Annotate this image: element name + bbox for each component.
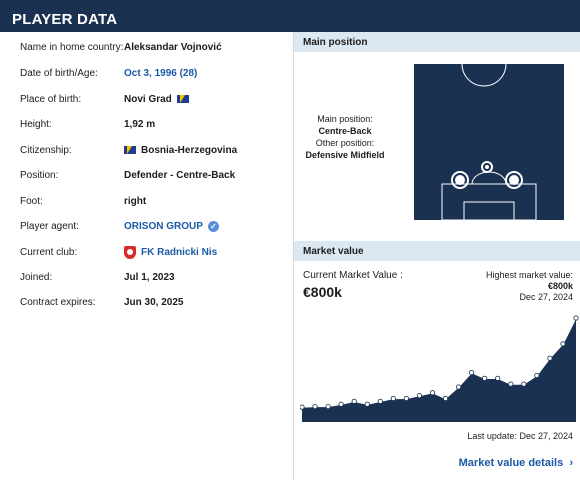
section-header bbox=[0, 0, 580, 32]
position-markers bbox=[451, 161, 523, 189]
pitch-center-arc bbox=[461, 64, 507, 87]
info-row-contract: Contract expires: Jun 30, 2025 bbox=[20, 292, 183, 312]
info-label: Citizenship: bbox=[20, 144, 72, 156]
info-label: Player agent: bbox=[20, 220, 79, 232]
date-of-birth-link[interactable]: Oct 3, 1996 (28) bbox=[124, 67, 198, 79]
info-row-foot: Foot: right bbox=[20, 191, 146, 211]
chart-point[interactable] bbox=[377, 398, 383, 404]
last-update: Last update: Dec 27, 2024 bbox=[467, 431, 573, 441]
info-label: Name in home country: bbox=[20, 41, 124, 53]
verified-icon: ✓ bbox=[207, 220, 219, 232]
main-position-value: Centre-Back bbox=[318, 126, 372, 136]
chart-point[interactable] bbox=[390, 395, 396, 402]
info-value: right bbox=[124, 195, 147, 207]
chart-point[interactable] bbox=[403, 395, 409, 402]
main-position-header: Main position bbox=[294, 32, 580, 52]
info-row-place: Place of birth: Novi Grad bbox=[20, 89, 189, 109]
chart-point[interactable] bbox=[560, 341, 566, 347]
main-position-dot bbox=[455, 175, 465, 185]
info-row-agent: Player agent: ORISON GROUP ✓ bbox=[20, 216, 219, 236]
market-value-header: Market value bbox=[294, 241, 580, 261]
chart-point[interactable] bbox=[442, 395, 449, 402]
highest-value-date: Dec 27, 2024 bbox=[519, 292, 573, 302]
chart-point[interactable] bbox=[325, 403, 331, 410]
section-title: PLAYER DATA bbox=[12, 11, 118, 28]
current-value: €800k bbox=[303, 284, 342, 300]
chart-point[interactable] bbox=[573, 315, 579, 321]
info-label: Date of birth/Age: bbox=[20, 67, 98, 79]
chart-point[interactable] bbox=[416, 393, 423, 399]
market-value-details-link[interactable]: Market value details › bbox=[459, 457, 573, 469]
flag-icon bbox=[124, 146, 136, 154]
club-crest-icon bbox=[124, 245, 136, 259]
info-row-name: Name in home country: Aleksandar Vojnovi… bbox=[20, 37, 222, 57]
info-value: 1,92 m bbox=[124, 118, 156, 130]
chart-point[interactable] bbox=[364, 401, 370, 407]
info-row-birth: Date of birth/Age: Oct 3, 1996 (28) bbox=[20, 63, 197, 83]
info-row-club: Current club: FK Radnicki Nis bbox=[20, 242, 217, 262]
pitch-diagram bbox=[414, 64, 564, 220]
info-label: Joined: bbox=[20, 271, 53, 283]
other-position-marker bbox=[481, 161, 493, 173]
chart-point[interactable] bbox=[338, 401, 344, 407]
chevron-right-icon: › bbox=[566, 457, 573, 469]
chart-point[interactable] bbox=[312, 403, 318, 410]
flag-icon bbox=[176, 95, 189, 103]
info-label: Height: bbox=[20, 118, 52, 130]
market-value-chart bbox=[300, 315, 579, 422]
main-position-dot bbox=[509, 175, 519, 185]
chart-point[interactable] bbox=[547, 355, 553, 361]
info-row-citizenship: Citizenship: Bosnia-Herzegovina bbox=[20, 140, 237, 160]
info-row-position: Position: Defender - Centre-Back bbox=[20, 165, 235, 185]
chart-point[interactable] bbox=[508, 381, 514, 387]
info-value: Jul 1, 2023 bbox=[124, 271, 175, 283]
chart-point[interactable] bbox=[455, 384, 462, 390]
current-value-label: Current Market Value : bbox=[303, 270, 403, 281]
main-position-label: Main position: bbox=[317, 114, 373, 124]
main-position-marker bbox=[505, 171, 523, 189]
pitch-penalty-box bbox=[441, 183, 537, 220]
info-label: Contract expires: bbox=[20, 296, 96, 308]
info-row-height: Height: 1,92 m bbox=[20, 114, 155, 134]
market-value-line bbox=[301, 317, 577, 408]
chart-point[interactable] bbox=[495, 375, 501, 381]
position-summary: Main position: Centre-Back Other positio… bbox=[300, 113, 390, 161]
chart-point[interactable] bbox=[482, 375, 488, 381]
pitch-field bbox=[414, 64, 564, 220]
chart-point[interactable] bbox=[521, 381, 527, 387]
info-row-joined: Joined: Jul 1, 2023 bbox=[20, 267, 175, 287]
main-position-marker bbox=[451, 171, 469, 189]
other-position-dot bbox=[485, 165, 489, 169]
highest-value-block: Highest market value: €800k Dec 27, 2024 bbox=[486, 270, 573, 303]
market-value-details-label[interactable]: Market value details bbox=[458, 457, 564, 469]
pitch-goal-box bbox=[463, 201, 515, 220]
other-position-label: Other position: bbox=[315, 138, 375, 148]
info-value: Aleksandar Vojnović bbox=[124, 41, 222, 53]
info-value: Jun 30, 2025 bbox=[124, 296, 184, 308]
info-value: Bosnia-Herzegovina bbox=[141, 144, 238, 156]
info-label: Place of birth: bbox=[20, 93, 82, 105]
highest-value-label: Highest market value: bbox=[485, 270, 573, 280]
chart-point[interactable] bbox=[534, 372, 540, 379]
chart-point[interactable] bbox=[429, 390, 436, 396]
chart-point[interactable] bbox=[469, 370, 475, 376]
info-label: Position: bbox=[20, 169, 59, 181]
other-position-value: Defensive Midfield bbox=[305, 150, 385, 160]
player-agent-link[interactable]: ORISON GROUP bbox=[124, 220, 203, 232]
chart-point[interactable] bbox=[351, 398, 357, 404]
market-value-area bbox=[302, 318, 576, 422]
info-label: Current club: bbox=[20, 246, 78, 258]
chart-point[interactable] bbox=[300, 404, 305, 410]
info-value: Novi Grad bbox=[124, 93, 172, 105]
info-label: Foot: bbox=[20, 195, 43, 207]
column-divider bbox=[293, 32, 294, 480]
highest-value: €800k bbox=[547, 281, 573, 291]
current-club-link[interactable]: FK Radnicki Nis bbox=[141, 246, 218, 258]
info-value: Defender - Centre-Back bbox=[124, 169, 236, 181]
